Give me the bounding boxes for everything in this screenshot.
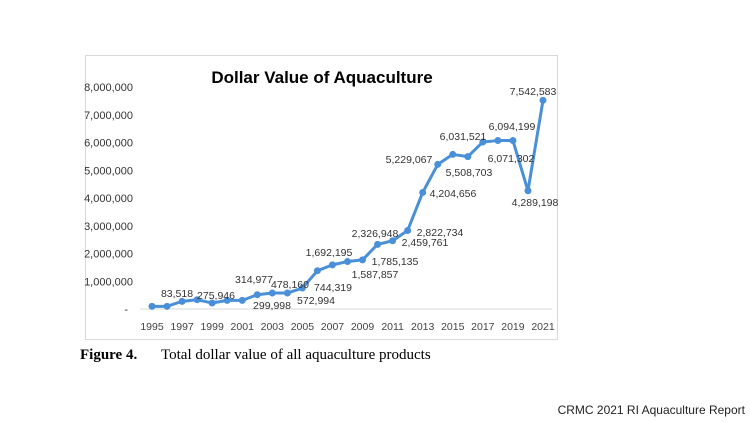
- chart-frame: [85, 55, 558, 340]
- x-tick-label: 2001: [231, 321, 255, 333]
- data-label: 1,692,195: [306, 247, 353, 259]
- figure-number: Figure 4.: [80, 347, 138, 363]
- chart-title: Dollar Value of Aquaculture: [211, 68, 432, 87]
- data-label: 572,994: [297, 295, 335, 307]
- data-point: [389, 237, 397, 245]
- data-label: 1,587,857: [352, 269, 399, 281]
- data-point: [539, 96, 547, 104]
- data-label: 2,822,734: [417, 227, 464, 239]
- data-label: 478,160: [271, 279, 309, 291]
- data-point: [434, 160, 442, 168]
- x-tick-label: 2011: [381, 321, 404, 333]
- data-label: 2,326,948: [352, 228, 399, 240]
- data-point: [298, 284, 306, 292]
- data-point: [238, 296, 246, 304]
- data-point: [464, 153, 472, 161]
- data-label: 5,508,703: [446, 167, 493, 179]
- data-label: 2,459,761: [402, 237, 449, 249]
- data-point: [328, 261, 336, 269]
- data-label: 275,946: [197, 290, 235, 302]
- data-label: 1,785,135: [372, 256, 419, 268]
- data-point: [163, 302, 171, 310]
- y-tick-label: 1,000,000: [84, 276, 133, 288]
- data-point: [494, 137, 502, 145]
- x-tick-label: 2017: [471, 321, 495, 333]
- data-label: 7,542,583: [510, 86, 557, 98]
- x-tick-label: 2005: [291, 321, 315, 333]
- data-point: [253, 291, 261, 299]
- data-point: [344, 258, 351, 266]
- data-point: [509, 137, 517, 145]
- data-point: [178, 297, 186, 305]
- data-label: 83,518: [161, 288, 193, 300]
- y-tick-label: 8,000,000: [84, 82, 133, 94]
- y-tick-label: 6,000,000: [84, 138, 133, 150]
- y-tick-label: 2,000,000: [84, 249, 133, 261]
- data-label: 4,289,198: [512, 197, 559, 209]
- data-point: [374, 240, 382, 248]
- data-point: [524, 187, 532, 195]
- y-tick-label: -: [124, 304, 128, 316]
- x-tick-label: 2019: [501, 321, 525, 333]
- x-tick-label: 2021: [531, 321, 555, 333]
- data-point: [449, 150, 457, 158]
- data-label: 314,977: [235, 274, 273, 286]
- data-label: 744,319: [314, 282, 352, 294]
- x-tick-label: 2013: [411, 321, 435, 333]
- data-label: 299,998: [253, 300, 291, 312]
- x-tick-label: 1997: [170, 321, 194, 333]
- data-point: [313, 267, 321, 275]
- data-point: [359, 256, 367, 264]
- data-point: [208, 299, 216, 307]
- y-tick-label: 7,000,000: [84, 110, 133, 122]
- data-point: [283, 289, 291, 297]
- y-tick-label: 5,000,000: [84, 165, 133, 177]
- report-footer: CRMC 2021 RI Aquaculture Report: [557, 403, 745, 417]
- x-tick-label: 2009: [351, 321, 375, 333]
- figure-caption: Total dollar value of all aquaculture pr…: [161, 347, 431, 363]
- data-point: [193, 296, 201, 304]
- data-label: 4,204,656: [430, 188, 477, 200]
- data-point: [148, 302, 156, 310]
- data-point: [404, 226, 412, 234]
- y-tick-label: 3,000,000: [84, 221, 133, 233]
- x-tick-label: 1995: [140, 321, 164, 333]
- data-point: [419, 188, 427, 196]
- data-label: 6,071,302: [488, 153, 535, 165]
- data-point: [268, 289, 276, 297]
- y-tick-label: 4,000,000: [84, 193, 133, 205]
- x-tick-label: 1999: [200, 321, 224, 333]
- x-tick-label: 2007: [321, 321, 345, 333]
- x-tick-label: 2015: [441, 321, 465, 333]
- data-label: 6,094,199: [489, 121, 536, 133]
- x-tick-label: 2003: [261, 321, 285, 333]
- data-point: [479, 138, 487, 146]
- data-label: 6,031,521: [440, 131, 487, 143]
- data-point: [223, 296, 231, 304]
- data-label: 5,229,067: [386, 154, 433, 166]
